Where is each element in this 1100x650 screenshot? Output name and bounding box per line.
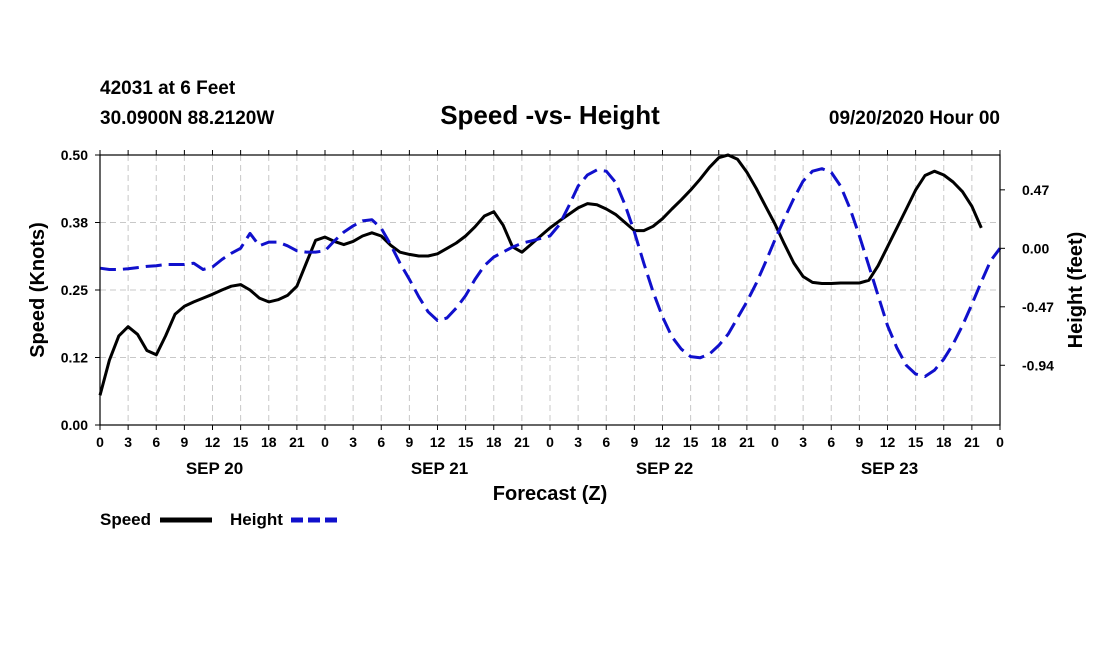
legend: Speed Height	[100, 510, 342, 529]
x-tick-label: 21	[964, 434, 980, 450]
series-group	[98, 153, 1002, 396]
x-tick-label: 21	[739, 434, 755, 450]
grid	[100, 155, 1000, 425]
x-tick-label: 3	[799, 434, 807, 450]
x-tick-label: 6	[827, 434, 835, 450]
x-axis-label: Forecast (Z)	[493, 483, 607, 505]
x-tick-label: 18	[711, 434, 727, 450]
x-tick-label: 0	[771, 434, 779, 450]
y-left-tick-label: 0.50	[61, 147, 88, 163]
y-left-tick-label: 0.25	[61, 282, 88, 298]
y-right-tick-label: -0.94	[1022, 357, 1054, 373]
legend-label-speed: Speed	[100, 510, 151, 529]
x-tick-label: 0	[996, 434, 1004, 450]
x-tick-label: 12	[205, 434, 221, 450]
forecast-datetime: 09/20/2020 Hour 00	[829, 108, 1000, 129]
x-tick-label: 18	[936, 434, 952, 450]
x-tick-label: 15	[233, 434, 249, 450]
y-left-tick-label: 0.12	[61, 350, 88, 366]
location-label: 30.0900N 88.2120W	[100, 108, 274, 129]
y-left-tick-label: 0.38	[61, 215, 88, 231]
x-tick-label: 3	[349, 434, 357, 450]
x-date-label: SEP 21	[411, 459, 468, 478]
x-tick-label: 12	[655, 434, 671, 450]
y-axis-left-label: Speed (Knots)	[27, 222, 49, 358]
x-tick-label: 9	[180, 434, 188, 450]
x-tick-label: 15	[683, 434, 699, 450]
x-tick-label: 18	[261, 434, 277, 450]
x-tick-label: 0	[96, 434, 104, 450]
x-tick-label: 3	[574, 434, 582, 450]
x-tick-label: 15	[908, 434, 924, 450]
series-line-height	[99, 167, 1002, 378]
x-tick-label: 6	[377, 434, 385, 450]
x-tick-label: 6	[152, 434, 160, 450]
y-axis-right-label: Height (feet)	[1065, 232, 1087, 349]
x-tick-label: 3	[124, 434, 132, 450]
x-tick-label: 9	[630, 434, 638, 450]
y-left-tick-label: 0.00	[61, 417, 88, 433]
series-line-speed	[98, 153, 983, 396]
legend-label-height: Height	[230, 510, 283, 529]
x-tick-label: 9	[405, 434, 413, 450]
x-tick-label: 0	[546, 434, 554, 450]
x-tick-label: 6	[602, 434, 610, 450]
x-date-label: SEP 23	[861, 459, 918, 478]
axis-ticks: 0 3 6 9 12 15 18 21 0 3 6 9 12 15 18 21 0 3 6 9 12 15 18 21 0 3 6 9…	[61, 147, 1054, 478]
y-right-tick-label: 0.00	[1022, 240, 1049, 256]
x-tick-label: 12	[880, 434, 896, 450]
y-right-tick-label: -0.47	[1022, 299, 1054, 315]
x-tick-label: 15	[458, 434, 474, 450]
x-date-label: SEP 20	[186, 459, 243, 478]
x-date-label: SEP 22	[636, 459, 693, 478]
x-tick-label: 0	[321, 434, 329, 450]
x-tick-label: 9	[855, 434, 863, 450]
x-tick-label: 21	[514, 434, 530, 450]
chart-title: Speed -vs- Height	[440, 100, 660, 130]
x-tick-label: 18	[486, 434, 502, 450]
x-tick-label: 21	[289, 434, 305, 450]
y-right-tick-label: 0.47	[1022, 182, 1049, 198]
station-label: 42031 at 6 Feet	[100, 78, 236, 99]
x-tick-label: 12	[430, 434, 446, 450]
